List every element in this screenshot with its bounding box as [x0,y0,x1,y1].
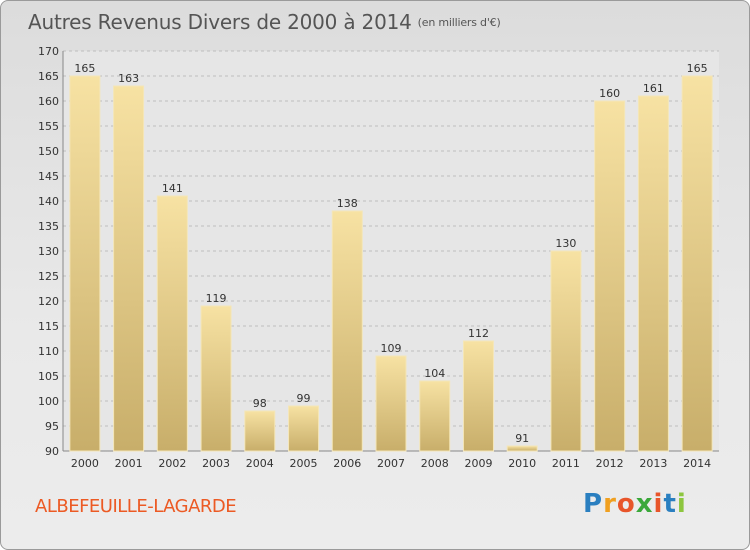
logo-letter: i [676,489,687,519]
x-tick-label: 2003 [202,457,230,470]
chart-subtitle: (en milliers d'€) [417,16,501,29]
y-tick-label: 160 [38,95,59,108]
logo-letter: r [603,489,617,519]
x-tick-label: 2011 [552,457,580,470]
bar [69,75,101,452]
data-label: 165 [74,62,95,75]
y-tick-label: 145 [38,170,59,183]
x-tick-label: 2014 [683,457,711,470]
data-label: 109 [381,342,402,355]
logo-letter: P [583,489,604,519]
data-label: 99 [297,392,311,405]
bar [244,410,276,452]
bar [419,380,451,452]
y-tick-label: 95 [45,420,59,433]
y-tick-label: 155 [38,120,59,133]
bar [156,195,188,452]
bar [462,340,494,452]
y-tick-label: 130 [38,245,59,258]
data-label: 141 [162,182,183,195]
data-label: 160 [599,87,620,100]
data-label: 130 [555,237,576,250]
x-tick-label: 2008 [421,457,449,470]
data-label: 91 [515,432,529,445]
data-label: 119 [206,292,227,305]
data-label: 163 [118,72,139,85]
x-tick-label: 2005 [290,457,318,470]
data-label: 104 [424,367,445,380]
data-label: 161 [643,82,664,95]
y-tick-label: 110 [38,345,59,358]
chart-title-text: Autres Revenus Divers de 2000 à 2014 [28,10,412,34]
proxiti-logo: Proxiti [583,489,687,519]
x-tick-label: 2007 [377,457,405,470]
y-tick-label: 135 [38,220,59,233]
bar [331,210,363,452]
x-tick-label: 2002 [158,457,186,470]
x-tick-label: 2009 [464,457,492,470]
logo-letter: o [616,489,636,519]
logo-letter: i [653,489,664,519]
logo-letter: x [635,489,654,519]
y-tick-label: 125 [38,270,59,283]
bar [375,355,407,452]
y-tick-label: 90 [45,445,59,458]
logo-letter: t [663,489,677,519]
x-tick-label: 2010 [508,457,536,470]
y-tick-label: 170 [38,45,59,58]
data-label: 138 [337,197,358,210]
chart-title: Autres Revenus Divers de 2000 à 2014 (en … [28,10,501,34]
y-tick-label: 120 [38,295,59,308]
data-label: 112 [468,327,489,340]
x-tick-label: 2000 [71,457,99,470]
x-tick-label: 2001 [115,457,143,470]
bar [681,75,713,452]
x-tick-label: 2004 [246,457,274,470]
y-tick-label: 100 [38,395,59,408]
y-tick-label: 165 [38,70,59,83]
data-label: 165 [687,62,708,75]
x-tick-label: 2013 [639,457,667,470]
bar [200,305,232,452]
data-label: 98 [253,397,267,410]
x-tick-label: 2006 [333,457,361,470]
x-tick-label: 2012 [596,457,624,470]
bar [113,85,145,452]
y-tick-label: 140 [38,195,59,208]
bar [594,100,626,452]
y-tick-label: 105 [38,370,59,383]
y-tick-label: 150 [38,145,59,158]
bar [288,405,320,452]
bar [506,445,538,452]
bar [550,250,582,452]
bar [637,95,669,452]
town-name: ALBEFEUILLE-LAGARDE [35,496,237,517]
y-tick-label: 115 [38,320,59,333]
